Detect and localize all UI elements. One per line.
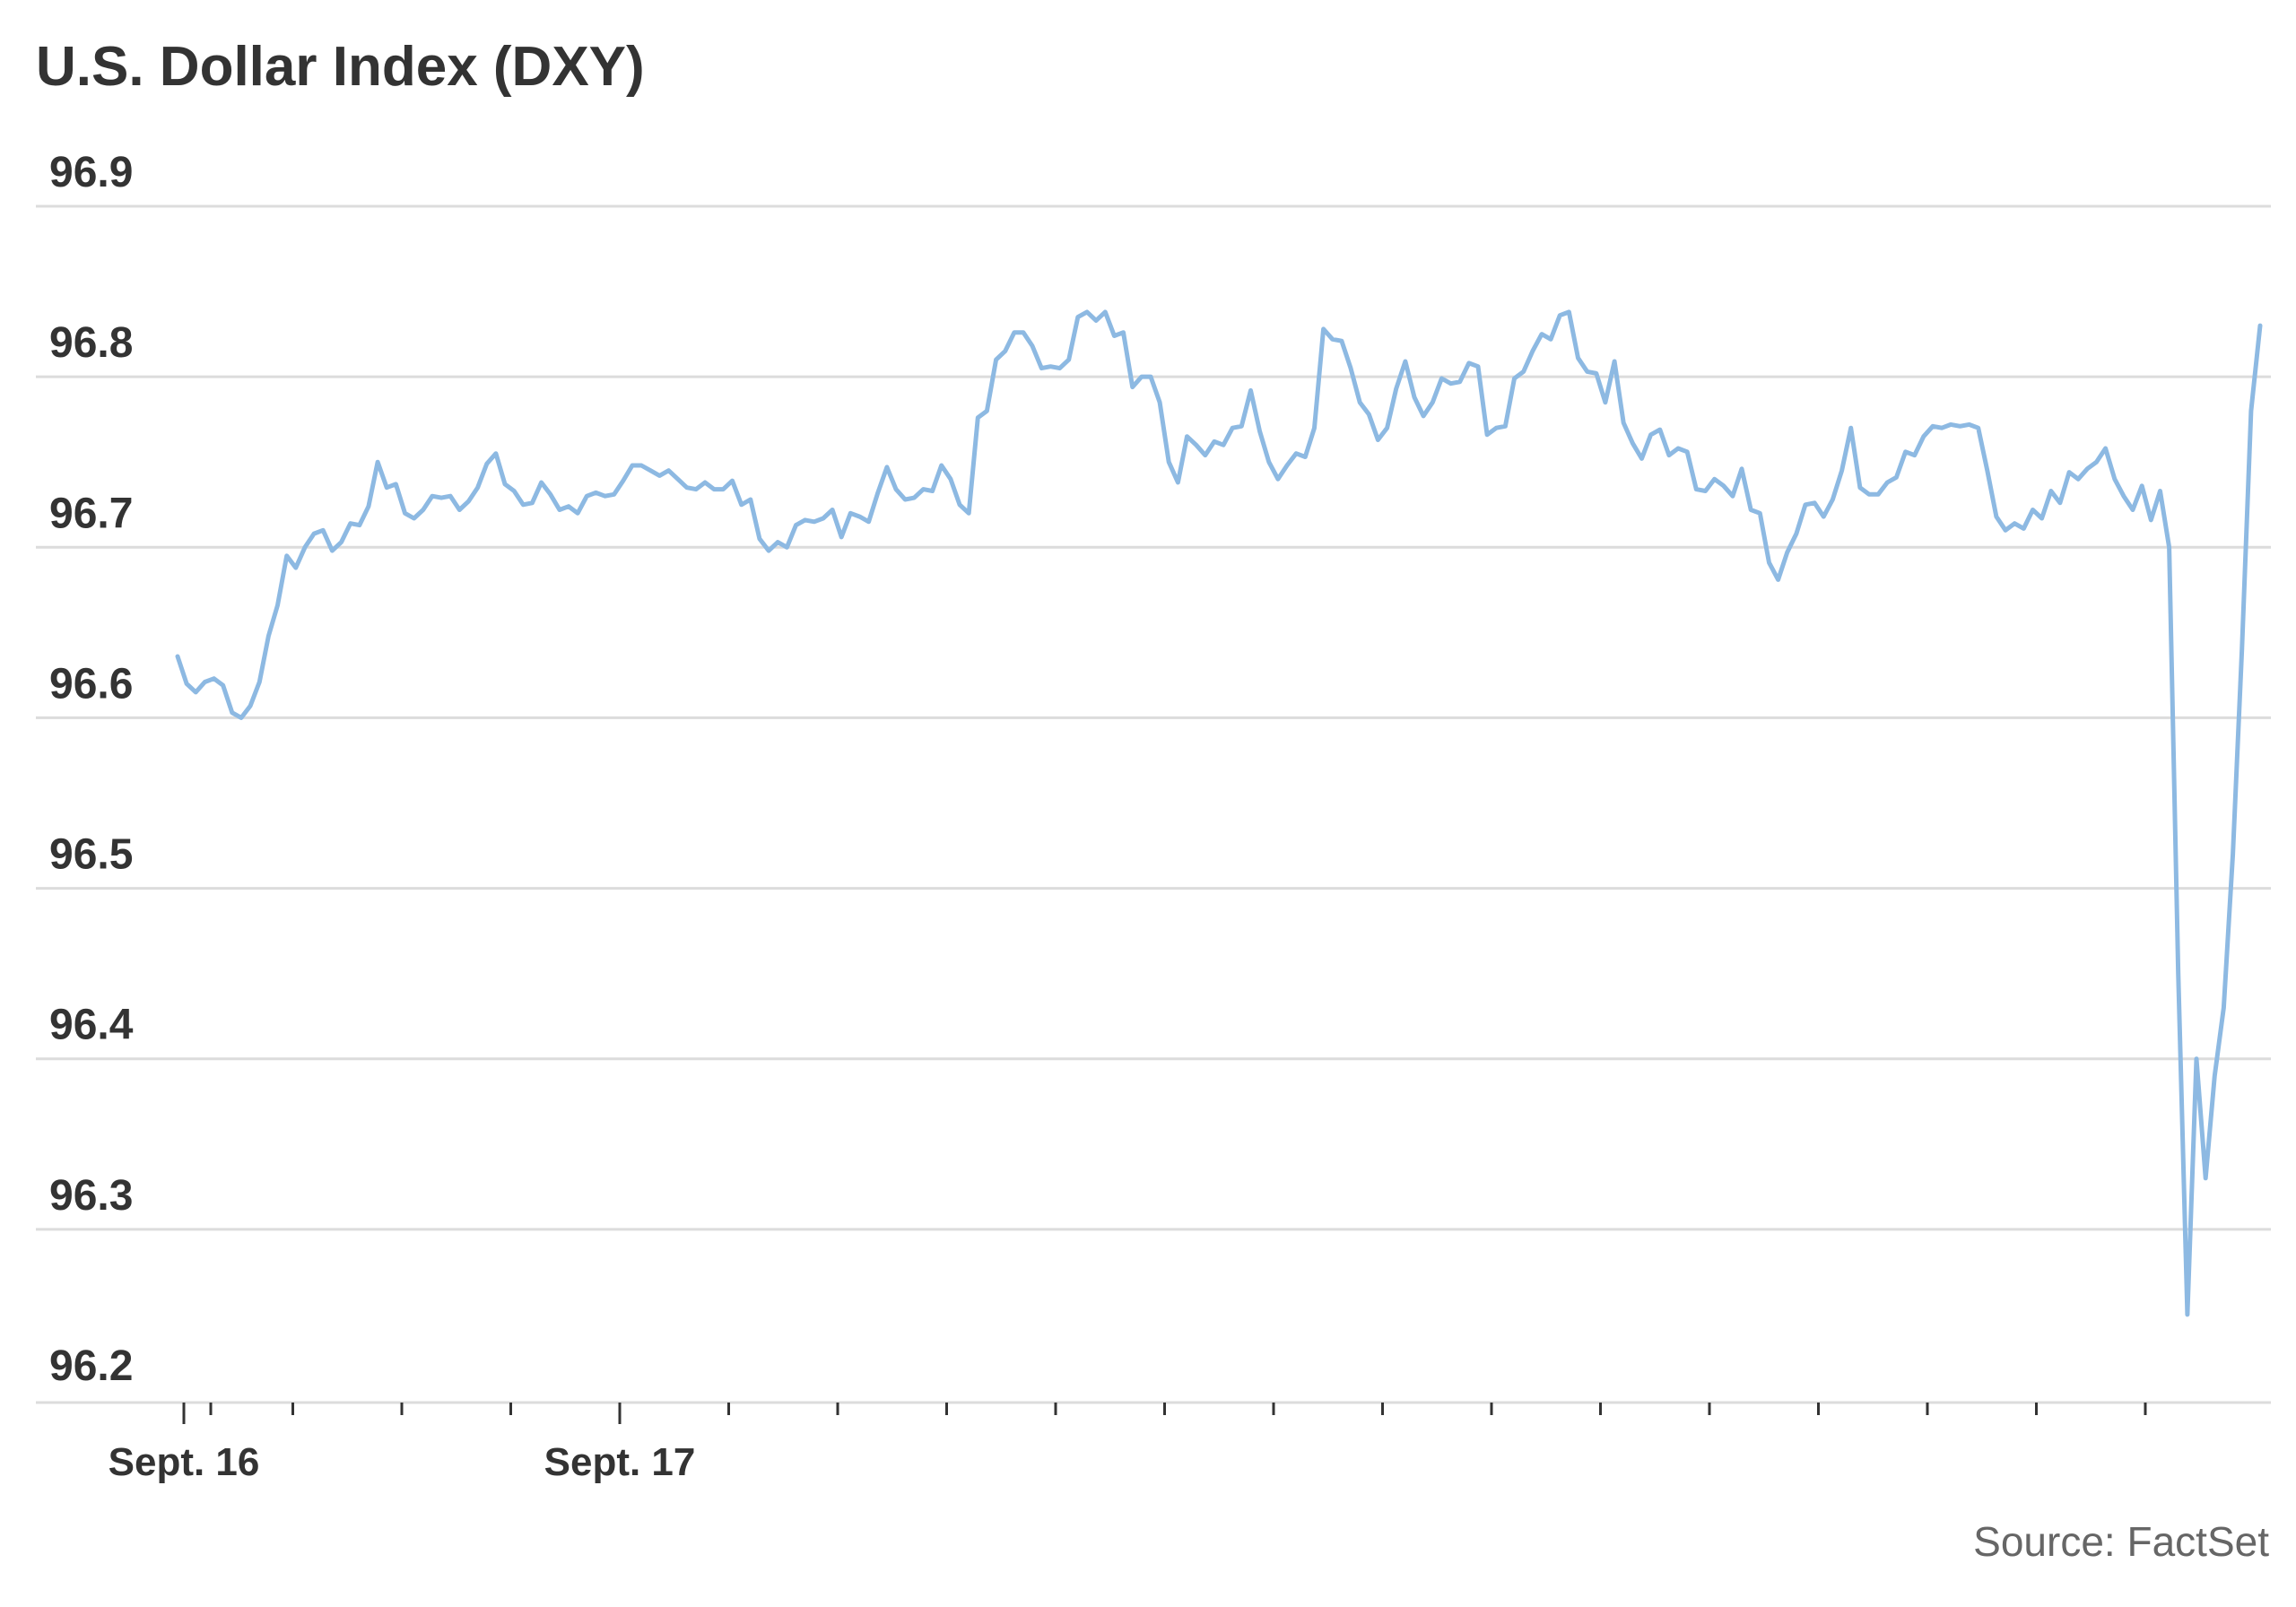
y-tick-label: 96.5 xyxy=(49,831,133,879)
y-tick-label: 96.6 xyxy=(49,660,133,708)
y-tick-label: 96.3 xyxy=(49,1172,133,1220)
x-axis-tick-labels: Sept. 16 Sept. 17 xyxy=(109,1440,696,1484)
x-axis-ticks xyxy=(182,1403,2147,1424)
x-tick-label: Sept. 17 xyxy=(544,1440,696,1484)
chart-title: U.S. Dollar Index (DXY) xyxy=(36,36,645,98)
y-tick-label: 96.8 xyxy=(49,319,133,367)
y-tick-label: 96.7 xyxy=(49,490,133,537)
gridlines xyxy=(36,204,2271,1231)
dxy-series-line xyxy=(175,309,2263,1317)
y-tick-label: 96.4 xyxy=(49,1002,134,1049)
x-tick-label: Sept. 16 xyxy=(109,1440,260,1484)
y-tick-label: 96.2 xyxy=(49,1342,133,1390)
y-tick-label: 96.9 xyxy=(49,149,133,196)
source-note: Source: FactSet xyxy=(1973,1518,2269,1565)
y-axis-tick-labels: 96.9 96.8 96.7 96.6 96.5 96.4 96.3 96.2 xyxy=(49,149,134,1390)
